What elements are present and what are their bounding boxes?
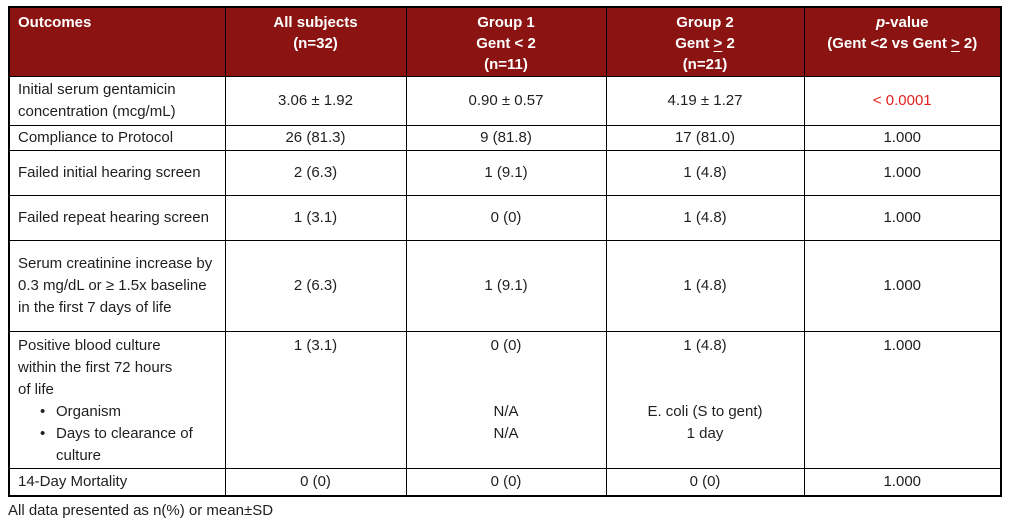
cell-group1: 0 (0): [405, 195, 607, 241]
header-outcomes-label: Outcomes: [18, 14, 92, 31]
header-group2-gent: Gent: [675, 35, 714, 52]
header-group1-line2: Gent < 2: [476, 35, 536, 52]
greater-equal-symbol: >: [951, 35, 960, 52]
label-line: Positive blood culture: [18, 337, 161, 354]
bullet-icon: •: [40, 403, 46, 420]
footnote: All data presented as n(%) or mean±SD: [8, 501, 274, 519]
header-group2-line2: Gent > 2: [608, 33, 803, 54]
cell-line-organism: [228, 401, 404, 423]
cell-group2: 1 (4.8): [605, 150, 805, 196]
header-group1: Group 1 Gent < 2 (n=11): [405, 6, 607, 77]
cell-line-spacer: [409, 357, 604, 379]
cell-line-days: [228, 423, 404, 445]
row-label: Failed repeat hearing screen: [8, 195, 226, 241]
cell-line-spacer: [807, 379, 999, 401]
cell-all-subjects: 1 (3.1): [224, 195, 407, 241]
row-positive-blood-culture: Positive blood culture within the first …: [8, 331, 1002, 469]
pvalue-italic-p: p: [875, 14, 886, 31]
cell-all-subjects: 0 (0): [224, 468, 407, 496]
header-outcomes: Outcomes: [8, 6, 226, 77]
row-label: Initial serum gentamicin concentration (…: [8, 76, 226, 126]
cell-line-days: 1 day: [686, 425, 724, 442]
cell-line-organism: N/A: [493, 403, 519, 420]
cell-group2: 1 (4.8): [605, 240, 805, 332]
row-gentamicin-concentration: Initial serum gentamicin concentration (…: [8, 76, 1002, 126]
bullet-item-days-to-clearance: • Days to clearance of culture: [18, 423, 219, 467]
cell-group2: 17 (81.0): [605, 125, 805, 151]
header-group1-line1: Group 1: [477, 14, 535, 31]
label-line: of life: [18, 381, 54, 398]
cell-pvalue: 1.000: [803, 150, 1002, 196]
row-mortality: 14-Day Mortality 0 (0) 0 (0) 0 (0) 1.000: [8, 468, 1002, 496]
header-all-subjects: All subjects (n=32): [224, 6, 407, 77]
cell-pvalue: 1.000: [803, 125, 1002, 151]
bullet-label: Days to clearance of culture: [56, 425, 193, 464]
row-label: Compliance to Protocol: [8, 125, 226, 151]
pvalue-rest: -value: [885, 14, 929, 31]
cell-line-top-value: 1 (3.1): [293, 337, 338, 354]
cell-all-subjects: 1 (3.1): [224, 331, 407, 469]
greater-equal-symbol: >: [713, 35, 723, 52]
header-row: Outcomes All subjects (n=32) Group 1 Gen…: [8, 6, 1002, 77]
cell-all-subjects: 2 (6.3): [224, 150, 407, 196]
header-group2: Group 2 Gent > 2 (n=21): [605, 6, 805, 77]
header-all-subjects-line2: (n=32): [293, 35, 338, 52]
cell-line-spacer: [228, 357, 404, 379]
bullet-label: Organism: [56, 403, 122, 420]
cell-line-top-value: 1 (4.8): [683, 337, 727, 354]
row-label: 14-Day Mortality: [8, 468, 226, 496]
header-group2-line3: (n=21): [682, 56, 728, 73]
cell-line-spacer: [807, 357, 999, 379]
cell-group2: 1 (4.8): [605, 195, 805, 241]
outcomes-table: Outcomes All subjects (n=32) Group 1 Gen…: [8, 6, 1002, 497]
cell-pvalue: 1.000: [803, 240, 1002, 332]
header-group1-line3: (n=11): [484, 56, 528, 73]
header-pvalue: p-value (Gent <2 vs Gent > 2): [803, 6, 1002, 77]
cell-all-subjects: 3.06 ± 1.92: [224, 76, 407, 126]
cell-line-spacer: [609, 379, 802, 401]
pvalue-comparison-pre: (Gent <2 vs Gent: [827, 35, 951, 52]
row-failed-repeat-hearing: Failed repeat hearing screen 1 (3.1) 0 (…: [8, 195, 1002, 241]
row-label: Serum creatinine increase by 0.3 mg/dL o…: [8, 240, 226, 332]
header-all-subjects-line1: All subjects: [273, 14, 358, 31]
row-compliance: Compliance to Protocol 26 (81.3) 9 (81.8…: [8, 125, 1002, 151]
cell-line-days: N/A: [493, 425, 519, 442]
cell-group2: 1 (4.8) E. coli (S to gent) 1 day: [605, 331, 805, 469]
cell-all-subjects: 2 (6.3): [224, 240, 407, 332]
cell-pvalue: 1.000: [803, 468, 1002, 496]
pvalue-comparison-post: 2): [959, 35, 978, 52]
cell-all-subjects: 26 (81.3): [224, 125, 407, 151]
cell-line-spacer: [609, 357, 802, 379]
cell-group1: 1 (9.1): [405, 150, 607, 196]
cell-group1: 0 (0): [405, 468, 607, 496]
header-group2-line1: Group 2: [676, 14, 734, 31]
cell-line-top-value: 0 (0): [490, 337, 522, 354]
row-serum-creatinine: Serum creatinine increase by 0.3 mg/dL o…: [8, 240, 1002, 332]
header-group2-two: 2: [722, 35, 735, 52]
bullet-icon: •: [40, 425, 46, 442]
cell-line-spacer: [409, 379, 604, 401]
cell-line-organism: E. coli (S to gent): [647, 403, 763, 420]
cell-group2: 0 (0): [605, 468, 805, 496]
cell-line-spacer: [228, 379, 404, 401]
cell-group1: 0.90 ± 0.57: [405, 76, 607, 126]
cell-line-organism: [807, 401, 999, 423]
row-failed-initial-hearing: Failed initial hearing screen 2 (6.3) 1 …: [8, 150, 1002, 196]
cell-line-top-value: 1.000: [883, 337, 922, 354]
header-pvalue-line2: (Gent <2 vs Gent > 2): [806, 33, 1000, 54]
cell-pvalue: 1.000: [803, 331, 1002, 469]
cell-group1: 1 (9.1): [405, 240, 607, 332]
cell-line-days: [807, 423, 999, 445]
cell-pvalue-significant: < 0.0001: [803, 76, 1002, 126]
label-line: within the first 72 hours: [18, 359, 173, 376]
cell-pvalue: 1.000: [803, 195, 1002, 241]
header-pvalue-line1: p-value: [806, 12, 1000, 33]
bullet-item-organism: • Organism: [18, 401, 219, 423]
cell-group2: 4.19 ± 1.27: [605, 76, 805, 126]
cell-group1: 0 (0) N/A N/A: [405, 331, 607, 469]
cell-group1: 9 (81.8): [405, 125, 607, 151]
row-label: Failed initial hearing screen: [8, 150, 226, 196]
row-label: Positive blood culture within the first …: [8, 331, 226, 469]
